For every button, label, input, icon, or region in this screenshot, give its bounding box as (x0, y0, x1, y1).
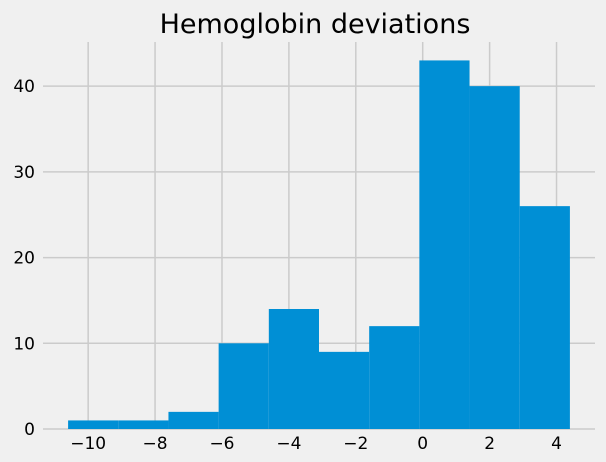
x-tick-label: −4 (276, 434, 301, 454)
histogram-bar (319, 351, 370, 429)
y-tick-label: 20 (13, 249, 35, 269)
y-tick-label: 30 (13, 163, 35, 183)
y-tick-label: 10 (13, 334, 35, 354)
x-tick-label: −6 (209, 434, 234, 454)
histogram-bar (268, 309, 319, 429)
x-tick-label: −8 (143, 434, 168, 454)
histogram-bar (519, 206, 570, 429)
histogram-bar (419, 60, 470, 430)
chart-title: Hemoglobin deviations (160, 9, 471, 40)
x-tick-label: 4 (551, 434, 562, 454)
x-tick-label: 2 (484, 434, 495, 454)
x-tick-label: −10 (70, 434, 106, 454)
histogram-bar (68, 420, 119, 429)
y-tick-label: 40 (13, 77, 35, 97)
y-tick-label: 0 (24, 420, 35, 440)
histogram-bar (369, 326, 420, 429)
histogram-bar (118, 420, 169, 429)
histogram-bar (218, 343, 269, 429)
y-axis-ticks: 0 10 20 30 40 (13, 77, 35, 440)
x-tick-label: 0 (417, 434, 428, 454)
histogram-bar (469, 86, 520, 430)
histogram-bar (168, 411, 219, 429)
histogram-bars (68, 60, 570, 430)
x-tick-label: −2 (343, 434, 368, 454)
x-axis-ticks: −10 −8 −6 −4 −2 0 2 4 (70, 434, 562, 454)
